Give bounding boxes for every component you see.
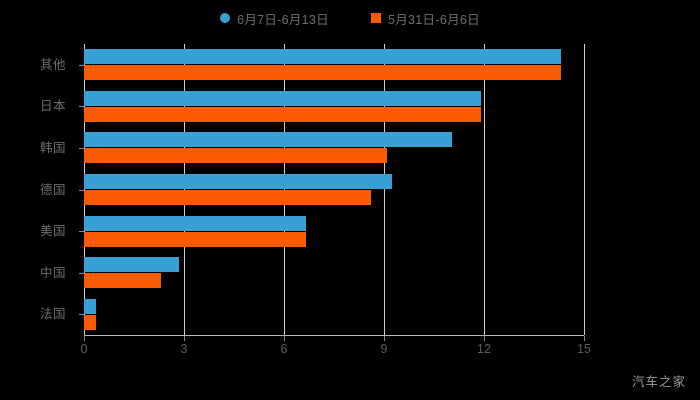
x-axis-label-0: 0 (80, 342, 88, 356)
bar-韩国-series1[interactable] (84, 148, 388, 164)
legend-swatch-circle-icon (220, 13, 231, 23)
y-axis-tick-6 (79, 314, 84, 316)
gridline-12 (484, 44, 485, 335)
x-axis-tick-0 (84, 336, 85, 341)
x-axis-line (84, 335, 584, 336)
bar-group-6 (84, 298, 584, 330)
bar-美国-series0[interactable] (84, 215, 306, 231)
bar-中国-series0[interactable] (84, 257, 179, 273)
y-axis-label-6: 法国 (39, 307, 66, 322)
bar-韩国-series0[interactable] (84, 132, 453, 148)
x-axis-label-4: 12 (477, 342, 491, 356)
y-axis-label-1: 日本 (39, 99, 66, 114)
legend-label: 5月31日-6月6日 (388, 12, 480, 27)
bar-group-2 (84, 132, 584, 164)
x-axis-tick-2 (284, 336, 285, 341)
y-axis-label-5: 中国 (39, 265, 66, 280)
y-axis-label-2: 韩国 (39, 140, 66, 155)
gridline-15 (584, 44, 585, 335)
y-axis-tick-1 (79, 106, 84, 108)
x-axis-tick-5 (584, 336, 585, 341)
bar-日本-series0[interactable] (84, 90, 481, 106)
legend-label: 6月7日-6月13日 (237, 12, 329, 27)
watermark: 汽车之家 (631, 375, 686, 389)
legend-item-1[interactable]: 5月31日-6月6日 (371, 9, 480, 28)
bar-group-3 (84, 174, 584, 205)
y-axis-tick-2 (79, 147, 84, 149)
x-axis-tick-1 (184, 336, 185, 341)
y-axis-tick-4 (79, 231, 84, 233)
x-axis-label-2: 6 (280, 342, 288, 356)
plot-area (84, 44, 585, 336)
bar-group-1 (84, 90, 584, 122)
bar-其他-series1[interactable] (84, 65, 561, 81)
x-axis-labels: 0 3 6 9 12 15 (80, 336, 591, 356)
y-axis-tick-0 (79, 64, 84, 66)
legend-swatch-square-icon (371, 13, 381, 23)
x-axis-tick-3 (384, 336, 385, 341)
bar-法国-series1[interactable] (84, 314, 96, 330)
bar-group-5 (84, 257, 584, 289)
bar-中国-series1[interactable] (84, 273, 161, 289)
gridline-9 (384, 44, 385, 335)
legend-item-0[interactable]: 6月7日-6月13日 (220, 9, 329, 28)
y-axis-labels: 其他日本韩国德国美国中国法国 (0, 44, 84, 335)
bar-法国-series0[interactable] (84, 298, 96, 314)
y-axis-label-0: 其他 (39, 57, 66, 72)
bar-group-4 (84, 215, 584, 247)
bar-group-0 (84, 49, 584, 81)
bar-德国-series0[interactable] (84, 174, 393, 189)
gridline-0 (84, 44, 85, 335)
y-axis-label-4: 美国 (39, 224, 66, 239)
gridline-3 (184, 44, 185, 335)
y-axis-tick-3 (79, 189, 84, 191)
y-axis-label-3: 德国 (39, 182, 66, 197)
x-axis-label-5: 15 (577, 342, 591, 356)
bar-德国-series1[interactable] (84, 190, 371, 205)
x-axis-tick-4 (484, 336, 485, 341)
bar-日本-series1[interactable] (84, 106, 481, 122)
bar-其他-series0[interactable] (84, 49, 561, 65)
bar-美国-series1[interactable] (84, 231, 306, 247)
x-axis-label-3: 9 (380, 342, 388, 356)
x-axis-label-1: 3 (180, 342, 188, 356)
y-axis-tick-5 (79, 272, 84, 274)
gridline-6 (284, 44, 285, 335)
chart-legend: 6月7日-6月13日 5月31日-6月6日 (0, 8, 700, 28)
